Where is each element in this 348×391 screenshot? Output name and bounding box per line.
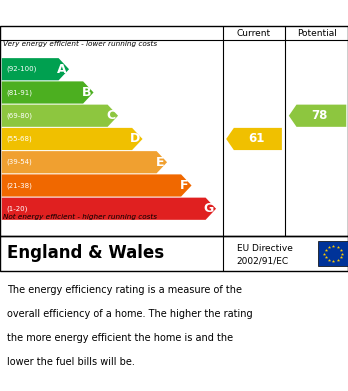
Text: The energy efficiency rating is a measure of the: The energy efficiency rating is a measur… [7,285,242,295]
Text: (92-100): (92-100) [6,66,36,72]
Text: (69-80): (69-80) [6,113,32,119]
Text: (39-54): (39-54) [6,159,32,165]
Polygon shape [289,105,346,127]
Polygon shape [2,151,167,173]
Text: 2002/91/EC: 2002/91/EC [237,257,289,266]
Text: Potential: Potential [297,29,337,38]
Text: G: G [204,202,214,215]
Polygon shape [2,58,69,80]
Text: 78: 78 [312,109,328,122]
Text: A: A [57,63,66,76]
Bar [318,241,348,266]
Text: E: E [156,156,164,169]
Text: 61: 61 [248,133,264,145]
Text: F: F [180,179,189,192]
Text: overall efficiency of a home. The higher the rating: overall efficiency of a home. The higher… [7,309,253,319]
Text: Not energy efficient - higher running costs: Not energy efficient - higher running co… [3,214,157,220]
Text: Current: Current [237,29,271,38]
Text: B: B [81,86,91,99]
Polygon shape [2,197,216,220]
Text: lower the fuel bills will be.: lower the fuel bills will be. [7,357,135,368]
Text: (1-20): (1-20) [6,206,27,212]
Text: (81-91): (81-91) [6,89,32,96]
Polygon shape [2,174,191,197]
Polygon shape [2,81,94,104]
Polygon shape [2,105,118,127]
Text: EU Directive: EU Directive [237,244,293,253]
Text: (55-68): (55-68) [6,136,32,142]
Text: Very energy efficient - lower running costs: Very energy efficient - lower running co… [3,41,157,47]
Text: England & Wales: England & Wales [7,244,164,262]
Text: C: C [106,109,115,122]
Text: (21-38): (21-38) [6,182,32,189]
Polygon shape [226,128,282,150]
Polygon shape [2,128,143,150]
Text: Energy Efficiency Rating: Energy Efficiency Rating [69,5,279,20]
Text: D: D [130,133,140,145]
Text: the more energy efficient the home is and the: the more energy efficient the home is an… [7,334,233,343]
